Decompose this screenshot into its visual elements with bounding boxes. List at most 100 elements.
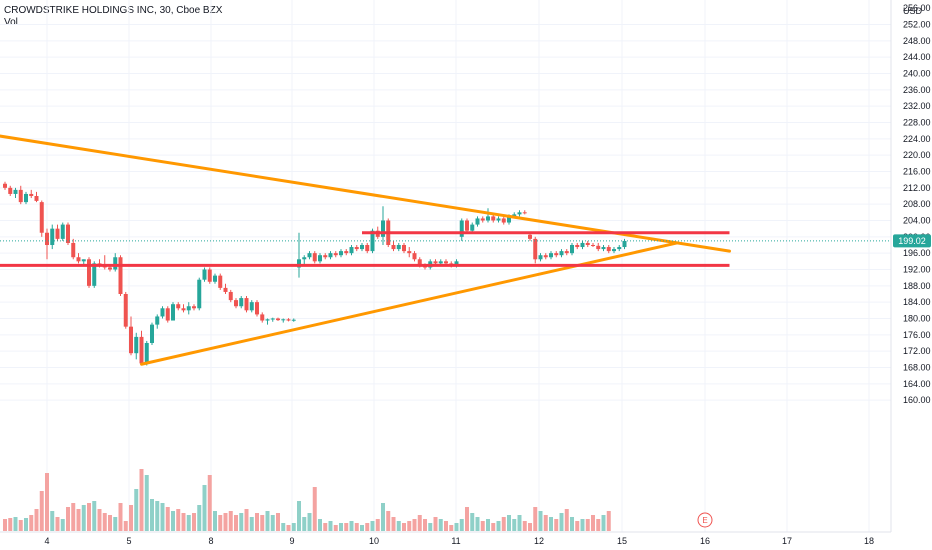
volume-bar — [512, 519, 517, 531]
volume-bar — [291, 523, 296, 531]
time-tick-label: 12 — [534, 536, 544, 546]
candle-body — [402, 244, 406, 252]
volume-bar — [13, 517, 18, 531]
volume-bar — [596, 519, 601, 531]
volume-bar — [3, 519, 7, 531]
candle-body — [181, 308, 186, 311]
candle-body — [444, 261, 448, 264]
price-tick-label: 256.00 — [903, 3, 931, 13]
volume-bar — [39, 491, 44, 531]
volume-bar — [606, 511, 611, 531]
volume-bar — [34, 509, 39, 531]
volume-bar — [207, 475, 212, 531]
candle-body — [349, 247, 354, 254]
candle-body — [575, 244, 580, 248]
candle-body — [202, 269, 207, 280]
volume-bar — [297, 501, 301, 531]
volume-bar — [360, 525, 364, 531]
candle-body — [207, 269, 212, 282]
volume-bar — [438, 519, 443, 531]
volume-bar — [286, 525, 291, 531]
volume-bar — [517, 515, 522, 531]
volume-bar — [155, 501, 160, 531]
volume-bar — [192, 513, 196, 531]
volume-bar — [102, 513, 107, 531]
volume-bar — [580, 519, 585, 531]
candle-body — [591, 244, 595, 246]
volume-bar — [150, 499, 154, 531]
candle-body — [249, 302, 254, 311]
volume-bar — [496, 521, 501, 531]
candle-body — [318, 255, 322, 262]
candle-body — [186, 306, 191, 311]
candle-body — [533, 238, 538, 260]
last-price-value: 199.02 — [898, 236, 926, 246]
candle-body — [475, 218, 480, 225]
candle-body — [354, 247, 359, 250]
price-tick-label: 248.00 — [903, 36, 931, 46]
candle-body — [29, 193, 34, 196]
candle-body — [596, 245, 601, 250]
volume-bar — [328, 521, 333, 531]
price-tick-label: 236.00 — [903, 85, 931, 95]
candle-body — [13, 189, 18, 194]
price-tick-label: 220.00 — [903, 150, 931, 160]
volume-bar — [554, 519, 559, 531]
volume-bar — [591, 515, 595, 531]
candle-body — [601, 247, 606, 250]
candle-body — [407, 251, 412, 254]
candle-body — [50, 228, 55, 245]
volume-bar — [71, 503, 76, 531]
volume-bar — [528, 523, 532, 531]
volume-bar — [333, 525, 338, 531]
volume-bar — [113, 517, 118, 531]
volume-bar — [433, 517, 438, 531]
volume-bar — [45, 473, 49, 531]
candle-body — [228, 291, 233, 301]
time-tick-label: 16 — [700, 536, 710, 546]
price-tick-label: 168.00 — [903, 362, 931, 372]
volume-bar — [564, 509, 569, 531]
volume-bar — [318, 519, 322, 531]
candle-body — [255, 302, 259, 315]
volume-bar — [475, 517, 480, 531]
candle-body — [323, 255, 328, 258]
earnings-marker[interactable]: E — [697, 512, 713, 528]
volume-bars — [3, 469, 611, 531]
volume-bar — [428, 523, 433, 531]
candle-body — [239, 298, 244, 307]
volume-bar — [234, 515, 238, 531]
candle-body — [580, 242, 585, 248]
candle-body — [265, 319, 270, 321]
volume-bar — [501, 517, 506, 531]
volume-bar — [129, 505, 133, 531]
candle-body — [244, 298, 249, 311]
time-axis[interactable]: 4 5 8 9 10 11 12 15 16 17 18 — [0, 531, 891, 546]
volume-bar — [538, 511, 543, 531]
volume-bar — [255, 513, 259, 531]
volume-bar — [491, 523, 496, 531]
candle-body — [18, 189, 23, 203]
time-tick-label: 5 — [126, 536, 131, 546]
candle-body — [234, 300, 238, 307]
volume-label: Vol — [4, 17, 18, 28]
candle-body — [538, 255, 543, 260]
candle-body — [150, 324, 154, 343]
volume-bar — [559, 513, 564, 531]
candle-body — [501, 218, 506, 223]
candle-body — [108, 267, 112, 270]
volume-bar — [459, 519, 464, 531]
volume-bar — [18, 520, 23, 531]
candle-body — [344, 251, 349, 254]
candle-body — [92, 263, 97, 286]
candle-body — [165, 308, 170, 321]
candle-body — [39, 202, 44, 233]
price-axis[interactable]: USD 256.00 252.00 248.00 244.00 240.00 236.00… — [890, 0, 931, 532]
candle-body — [66, 224, 70, 243]
drawings[interactable] — [0, 133, 731, 366]
volume-bar — [522, 521, 527, 531]
volume-bar — [55, 517, 60, 531]
price-tick-label: 160.00 — [903, 395, 931, 405]
candle-body — [81, 259, 86, 262]
